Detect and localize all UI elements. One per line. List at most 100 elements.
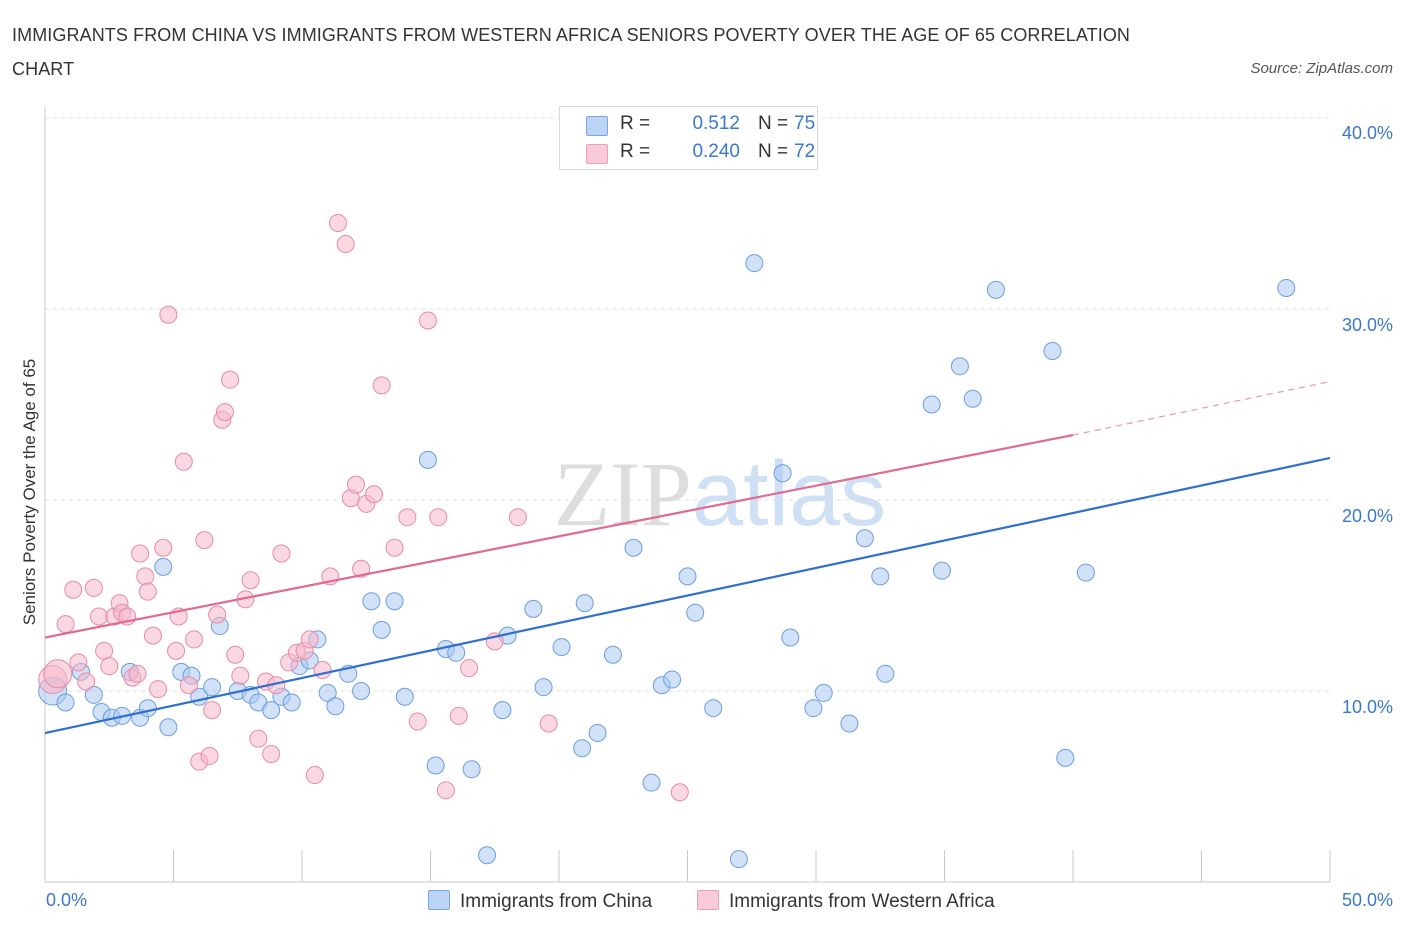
point-western-africa-34 — [215, 403, 234, 422]
point-china-58 — [773, 464, 792, 483]
point-china-10 — [154, 557, 173, 576]
point-western-africa-44 — [272, 544, 291, 563]
y-tick-label-30: 30.0% — [1341, 315, 1393, 335]
point-western-africa-49 — [305, 766, 324, 785]
trend-line-china — [44, 456, 1331, 735]
legend-n-value-china: 75 — [794, 113, 816, 134]
point-western-africa-4 — [69, 653, 88, 672]
point-western-africa-31 — [203, 701, 222, 720]
point-western-africa-61 — [398, 508, 417, 527]
point-china-35 — [426, 756, 445, 775]
legend-swatch-western-africa — [586, 144, 608, 164]
point-china-47 — [588, 724, 607, 743]
point-china-43 — [534, 678, 553, 697]
point-china-15 — [203, 678, 222, 697]
point-china-48 — [603, 645, 622, 664]
point-china-61 — [814, 683, 833, 702]
point-china-27 — [326, 697, 345, 716]
point-china-9 — [138, 699, 157, 718]
point-western-africa-16 — [131, 544, 150, 563]
source-label: Source: ZipAtlas.com — [1250, 60, 1393, 77]
legend-r-label: R = — [620, 141, 651, 162]
point-china-34 — [418, 450, 437, 469]
point-western-africa-27 — [185, 630, 204, 649]
point-western-africa-52 — [328, 214, 347, 233]
point-western-africa-26 — [179, 676, 198, 695]
point-china-44 — [552, 638, 571, 657]
point-china-60 — [804, 699, 823, 718]
point-china-68 — [963, 389, 982, 408]
point-china-1 — [56, 693, 75, 712]
point-western-africa-55 — [346, 475, 365, 494]
point-china-70 — [1056, 748, 1075, 767]
point-china-52 — [663, 670, 682, 689]
point-china-63 — [855, 529, 874, 548]
watermark: ZIPatlas — [554, 443, 886, 545]
point-western-africa-48 — [300, 630, 319, 649]
point-western-africa-32 — [208, 605, 227, 624]
point-western-africa-20 — [149, 680, 168, 699]
point-western-africa-60 — [385, 538, 404, 557]
point-western-africa-6 — [84, 578, 103, 597]
point-china-53 — [678, 567, 697, 586]
point-western-africa-29 — [195, 531, 214, 550]
point-china-66 — [922, 395, 941, 414]
point-western-africa-8 — [95, 641, 114, 660]
y-tick-label-10: 10.0% — [1341, 697, 1393, 717]
point-china-50 — [642, 773, 661, 792]
point-china-67 — [932, 561, 951, 580]
point-china-11 — [159, 718, 178, 737]
point-western-africa-53 — [336, 235, 355, 254]
point-china-42 — [524, 599, 543, 618]
point-western-africa-40 — [249, 729, 268, 748]
bottom-legend-label-china: Immigrants from China — [460, 891, 653, 912]
legend-r-label: R = — [620, 113, 651, 134]
point-china-62 — [840, 714, 859, 733]
trend-line-western-africa — [44, 433, 1074, 639]
point-western-africa-3 — [64, 580, 83, 599]
point-western-africa-22 — [159, 305, 178, 324]
point-china-64 — [871, 567, 890, 586]
point-western-africa-66 — [449, 706, 468, 725]
point-china-32 — [385, 592, 404, 611]
trend-extension-western-africa — [1072, 380, 1331, 436]
point-western-africa-23 — [167, 641, 186, 660]
point-china-72 — [950, 357, 969, 376]
x-tick-label-max: 50.0% — [1341, 890, 1393, 910]
point-western-africa-18 — [138, 582, 157, 601]
point-western-africa-62 — [408, 712, 427, 731]
point-western-africa-39 — [241, 571, 260, 590]
legend-n-label: N = — [758, 113, 789, 134]
bottom-legend-swatch-china — [428, 890, 450, 910]
legend-n-label: N = — [758, 141, 789, 162]
point-china-33 — [395, 687, 414, 706]
point-western-africa-17 — [136, 567, 155, 586]
point-china-3 — [84, 685, 103, 704]
point-china-59 — [781, 628, 800, 647]
point-western-africa-35 — [221, 370, 240, 389]
bottom-legend-western-africa: Immigrants from Western Africa — [697, 890, 995, 913]
legend-r-value-western-africa: 0.240 — [692, 141, 740, 162]
point-china-30 — [362, 592, 381, 611]
point-western-africa-21 — [154, 538, 173, 557]
y-tick-label-40: 40.0% — [1341, 123, 1393, 143]
point-china-20 — [262, 701, 281, 720]
point-western-africa-70 — [539, 714, 558, 733]
point-china-57 — [745, 254, 764, 273]
point-western-africa-30 — [200, 746, 219, 765]
point-china-45 — [573, 739, 592, 758]
point-western-africa-5 — [77, 672, 96, 691]
point-western-africa-37 — [231, 666, 250, 685]
point-china-46 — [575, 594, 594, 613]
point-china-26 — [318, 683, 337, 702]
legend-n-value-western-africa: 72 — [794, 141, 816, 162]
bottom-legend-label-western-africa: Immigrants from Western Africa — [729, 891, 995, 912]
point-china-74 — [1277, 278, 1296, 297]
point-china-29 — [352, 682, 371, 700]
point-western-africa-71 — [670, 783, 689, 802]
point-china-56 — [729, 850, 748, 869]
point-china-49 — [624, 538, 643, 557]
point-western-africa-25 — [174, 452, 193, 471]
point-china-55 — [704, 699, 723, 718]
point-western-africa-9 — [100, 657, 119, 676]
